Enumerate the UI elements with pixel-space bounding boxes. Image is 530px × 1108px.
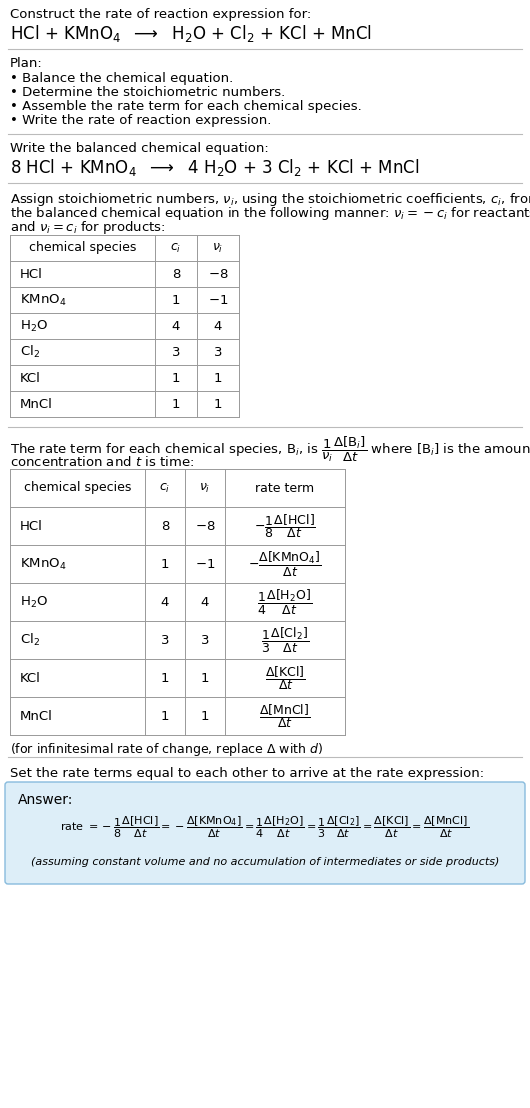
Text: $-\dfrac{\Delta[\mathrm{KMnO_4}]}{\Delta t}$: $-\dfrac{\Delta[\mathrm{KMnO_4}]}{\Delta… [248, 550, 322, 578]
Text: 3: 3 [172, 346, 180, 359]
Text: 1: 1 [214, 398, 222, 410]
Text: Answer:: Answer: [18, 793, 73, 807]
Text: $c_i$: $c_i$ [170, 242, 182, 255]
Text: MnCl: MnCl [20, 398, 53, 410]
Text: $\dfrac{\Delta[\mathrm{KCl}]}{\Delta t}$: $\dfrac{\Delta[\mathrm{KCl}]}{\Delta t}$ [264, 664, 305, 692]
Text: HCl: HCl [20, 267, 43, 280]
Text: (for infinitesimal rate of change, replace $\Delta$ with $d$): (for infinitesimal rate of change, repla… [10, 741, 323, 758]
Text: $\nu_i$: $\nu_i$ [199, 482, 211, 494]
Text: Cl$_2$: Cl$_2$ [20, 343, 40, 360]
Text: 1: 1 [172, 398, 180, 410]
Text: rate $= -\dfrac{1}{8}\dfrac{\Delta[\mathrm{HCl}]}{\Delta t} = -\dfrac{\Delta[\ma: rate $= -\dfrac{1}{8}\dfrac{\Delta[\math… [60, 815, 470, 841]
Text: Set the rate terms equal to each other to arrive at the rate expression:: Set the rate terms equal to each other t… [10, 767, 484, 780]
Text: The rate term for each chemical species, B$_i$, is $\dfrac{1}{\nu_i}\dfrac{\Delt: The rate term for each chemical species,… [10, 435, 530, 464]
Text: KMnO$_4$: KMnO$_4$ [20, 293, 66, 308]
Text: 8 HCl + KMnO$_4$  $\longrightarrow$  4 H$_2$O + 3 Cl$_2$ + KCl + MnCl: 8 HCl + KMnO$_4$ $\longrightarrow$ 4 H$_… [10, 157, 419, 178]
Text: the balanced chemical equation in the following manner: $\nu_i = -c_i$ for react: the balanced chemical equation in the fo… [10, 205, 530, 222]
Text: HCl + KMnO$_4$  $\longrightarrow$  H$_2$O + Cl$_2$ + KCl + MnCl: HCl + KMnO$_4$ $\longrightarrow$ H$_2$O … [10, 23, 372, 44]
Text: MnCl: MnCl [20, 709, 53, 722]
Text: 4: 4 [161, 595, 169, 608]
Text: $-$8: $-$8 [208, 267, 228, 280]
Text: $\dfrac{1}{3}\dfrac{\Delta[\mathrm{Cl_2}]}{\Delta t}$: $\dfrac{1}{3}\dfrac{\Delta[\mathrm{Cl_2}… [261, 626, 309, 655]
Text: KMnO$_4$: KMnO$_4$ [20, 556, 66, 572]
Text: • Determine the stoichiometric numbers.: • Determine the stoichiometric numbers. [10, 86, 285, 99]
Text: $\nu_i$: $\nu_i$ [213, 242, 224, 255]
Text: 3: 3 [161, 634, 169, 646]
FancyBboxPatch shape [5, 782, 525, 884]
Text: Plan:: Plan: [10, 57, 43, 70]
Text: rate term: rate term [255, 482, 315, 494]
Text: H$_2$O: H$_2$O [20, 318, 48, 334]
Text: 4: 4 [201, 595, 209, 608]
Text: 8: 8 [161, 520, 169, 533]
Text: • Write the rate of reaction expression.: • Write the rate of reaction expression. [10, 114, 271, 127]
Text: chemical species: chemical species [29, 242, 136, 255]
Text: $c_i$: $c_i$ [160, 482, 171, 494]
Text: $-$1: $-$1 [195, 557, 215, 571]
Text: 3: 3 [214, 346, 222, 359]
Text: H$_2$O: H$_2$O [20, 595, 48, 609]
Text: $\dfrac{\Delta[\mathrm{MnCl}]}{\Delta t}$: $\dfrac{\Delta[\mathrm{MnCl}]}{\Delta t}… [259, 702, 311, 730]
Text: 1: 1 [201, 671, 209, 685]
Text: $-$1: $-$1 [208, 294, 228, 307]
Text: (assuming constant volume and no accumulation of intermediates or side products): (assuming constant volume and no accumul… [31, 856, 499, 866]
Text: 1: 1 [161, 557, 169, 571]
Text: 1: 1 [172, 294, 180, 307]
Text: $-\dfrac{1}{8}\dfrac{\Delta[\mathrm{HCl}]}{\Delta t}$: $-\dfrac{1}{8}\dfrac{\Delta[\mathrm{HCl}… [254, 512, 316, 540]
Text: • Assemble the rate term for each chemical species.: • Assemble the rate term for each chemic… [10, 100, 362, 113]
Text: Cl$_2$: Cl$_2$ [20, 632, 40, 648]
Text: KCl: KCl [20, 371, 41, 384]
Text: 1: 1 [161, 709, 169, 722]
Text: $\dfrac{1}{4}\dfrac{\Delta[\mathrm{H_2O}]}{\Delta t}$: $\dfrac{1}{4}\dfrac{\Delta[\mathrm{H_2O}… [258, 587, 313, 616]
Text: 4: 4 [214, 319, 222, 332]
Text: • Balance the chemical equation.: • Balance the chemical equation. [10, 72, 233, 85]
Text: Write the balanced chemical equation:: Write the balanced chemical equation: [10, 142, 269, 155]
Text: 8: 8 [172, 267, 180, 280]
Text: HCl: HCl [20, 520, 43, 533]
Text: Assign stoichiometric numbers, $\nu_i$, using the stoichiometric coefficients, $: Assign stoichiometric numbers, $\nu_i$, … [10, 191, 530, 208]
Text: 1: 1 [172, 371, 180, 384]
Text: and $\nu_i = c_i$ for products:: and $\nu_i = c_i$ for products: [10, 219, 165, 236]
Text: 1: 1 [214, 371, 222, 384]
Text: 1: 1 [201, 709, 209, 722]
Text: KCl: KCl [20, 671, 41, 685]
Text: chemical species: chemical species [24, 482, 131, 494]
Text: $-$8: $-$8 [195, 520, 215, 533]
Text: concentration and $t$ is time:: concentration and $t$ is time: [10, 455, 194, 469]
Text: Construct the rate of reaction expression for:: Construct the rate of reaction expressio… [10, 8, 311, 21]
Text: 4: 4 [172, 319, 180, 332]
Text: 1: 1 [161, 671, 169, 685]
Text: 3: 3 [201, 634, 209, 646]
